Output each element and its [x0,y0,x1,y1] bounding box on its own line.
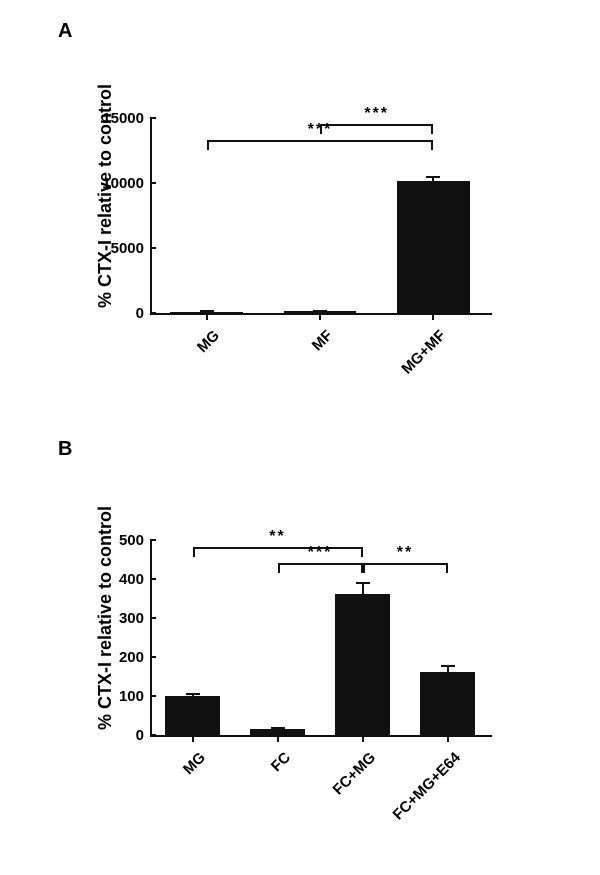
ytick-panel_A [150,117,156,119]
ytick-label-panel_B: 0 [136,727,144,744]
ytick-label-panel_B: 500 [119,532,144,549]
sig-bracket-drop-panel_A [320,124,322,134]
xtick-panel_A [432,313,434,320]
ytick-panel_A [150,312,156,314]
ytick-panel_B [150,539,156,541]
ytick-label-panel_B: 300 [119,610,144,627]
sig-bracket-drop-panel_B [193,547,195,557]
ytick-panel_A [150,247,156,249]
panel-label-panel_B: B [58,438,72,461]
sig-label-panel_B: *** [295,544,345,562]
sig-bracket-drop-panel_B [278,563,280,573]
sig-bracket-drop-panel_B [361,547,363,557]
ytick-label-panel_A: 0 [136,305,144,322]
ytick-label-panel_A: 5000 [111,240,144,257]
ytick-label-panel_B: 100 [119,688,144,705]
errorbar-panel_B [362,583,364,594]
sig-bracket-drop-panel_B [363,563,365,573]
panel-label-panel_A: A [58,20,72,43]
sig-bracket-drop-panel_A [431,140,433,150]
sig-label-panel_B: ** [253,528,303,546]
errorcap-panel_B [186,693,200,695]
errorcap-panel_B [271,727,285,729]
sig-bracket-panel_A [207,140,434,142]
ytick-panel_B [150,578,156,580]
xtick-panel_B [447,735,449,742]
ytick-label-panel_B: 200 [119,649,144,666]
bar-panel_B [165,696,219,735]
bar-panel_A [397,181,470,313]
sig-bracket-panel_B [278,563,363,565]
ytick-panel_B [150,617,156,619]
bar-panel_B [420,672,474,735]
sig-bracket-panel_A [320,124,433,126]
sig-bracket-drop-panel_A [431,124,433,134]
xtick-panel_B [277,735,279,742]
ytick-panel_B [150,695,156,697]
sig-bracket-drop-panel_A [207,140,209,150]
bar-panel_B [335,594,389,735]
errorcap-panel_B [441,665,455,667]
xtick-panel_A [319,313,321,320]
ytick-label-panel_A: 15000 [102,110,144,127]
y-axis-title-panel_B: % CTX-I relative to control [95,506,116,730]
sig-bracket-panel_B [363,563,448,565]
errorcap-panel_A [426,176,440,178]
ytick-label-panel_B: 400 [119,571,144,588]
sig-bracket-drop-panel_B [446,563,448,573]
figure-container: A% CTX-I relative to control050001000015… [0,0,600,875]
ytick-label-panel_A: 10000 [102,175,144,192]
xtick-panel_A [206,313,208,320]
errorcap-panel_A [313,310,327,312]
ytick-panel_A [150,182,156,184]
errorcap-panel_B [356,582,370,584]
xtick-panel_B [362,735,364,742]
sig-label-panel_A: *** [352,105,402,123]
ytick-panel_B [150,734,156,736]
sig-label-panel_B: ** [380,544,430,562]
xtick-panel_B [192,735,194,742]
ytick-panel_B [150,656,156,658]
errorcap-panel_A [200,310,214,312]
